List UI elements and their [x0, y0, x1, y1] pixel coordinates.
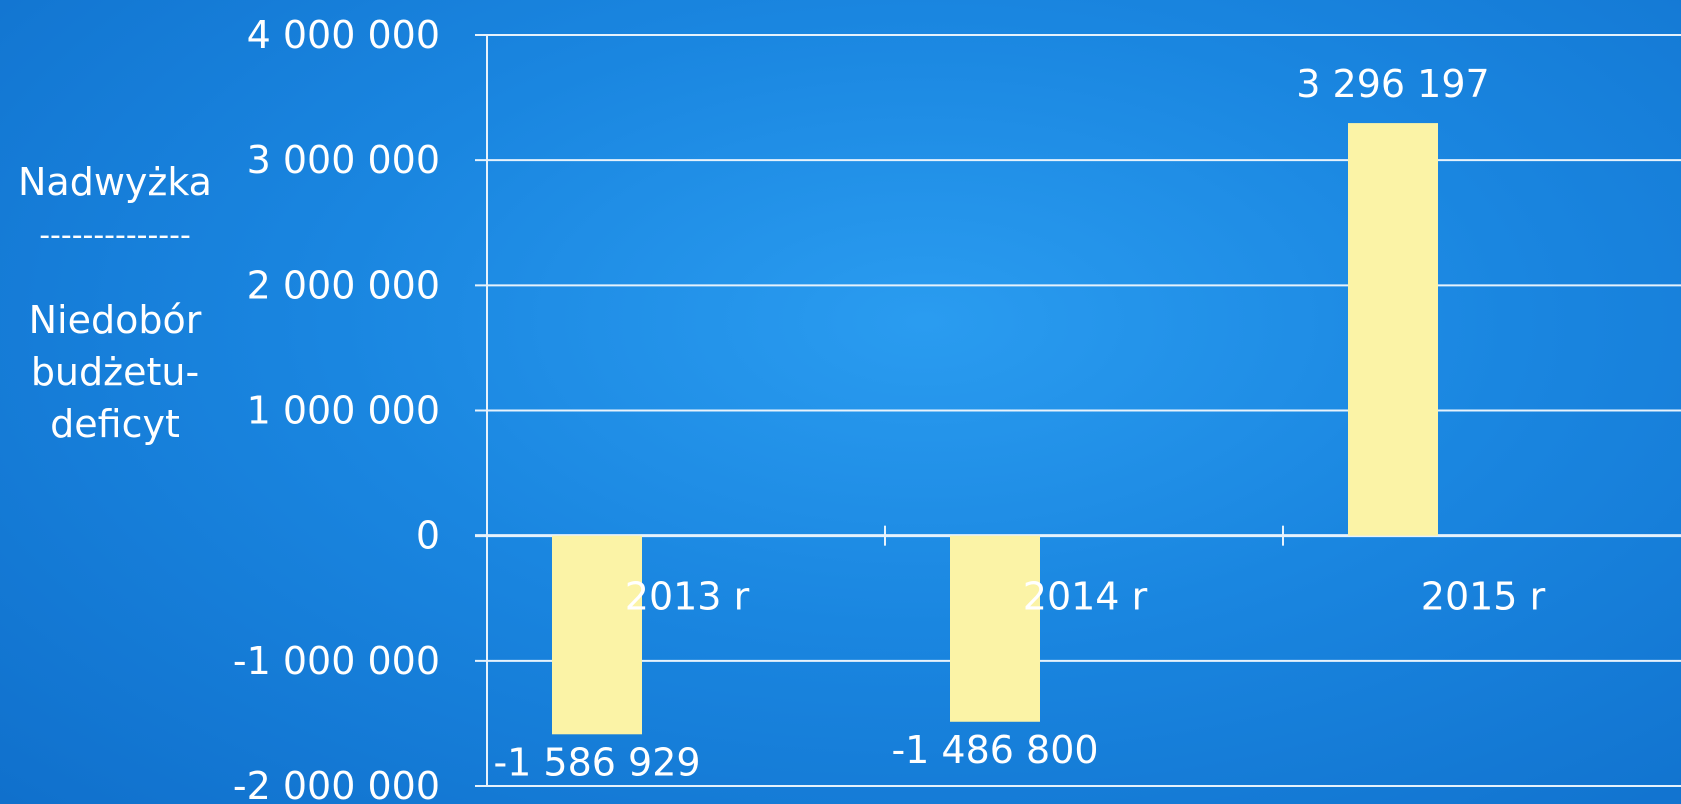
category-label: 2015 r	[1421, 575, 1546, 619]
data-label: 3 296 197	[1296, 62, 1489, 106]
ylabel-separator: --------------	[39, 218, 191, 253]
y-tick-label: 0	[416, 514, 440, 558]
ylabel-line-deficit: Niedobór	[28, 298, 202, 342]
y-tick-label: 1 000 000	[247, 389, 440, 433]
y-tick-label: 2 000 000	[247, 263, 440, 307]
data-labels: -1 586 929 -1 486 800 3 296 197	[493, 62, 1489, 784]
bar	[552, 535, 642, 735]
y-tick-label: -2 000 000	[233, 764, 440, 804]
y-tick-label: -1 000 000	[233, 639, 440, 683]
data-label: -1 486 800	[891, 728, 1098, 772]
category-label: 2013 r	[625, 575, 750, 619]
category-label: 2014 r	[1023, 575, 1148, 619]
bars	[552, 123, 1438, 735]
y-tick-label: 4 000 000	[247, 13, 440, 57]
ylabel-line-surplus: Nadwyżka	[18, 160, 212, 204]
y-axis-ticks: -2 000 000 -1 000 000 0 1 000 000 2 000 000 3…	[233, 13, 440, 804]
gridlines	[475, 34, 1681, 787]
bar	[1348, 123, 1438, 536]
bar	[950, 535, 1040, 722]
y-tick-label: 3 000 000	[247, 138, 440, 182]
ylabel-line-budget: budżetu-	[30, 350, 200, 394]
category-labels: 2013 r 2014 r 2015 r	[625, 575, 1546, 619]
ylabel-line-deficit-word: deficyt	[50, 402, 180, 446]
data-label: -1 586 929	[493, 740, 700, 784]
